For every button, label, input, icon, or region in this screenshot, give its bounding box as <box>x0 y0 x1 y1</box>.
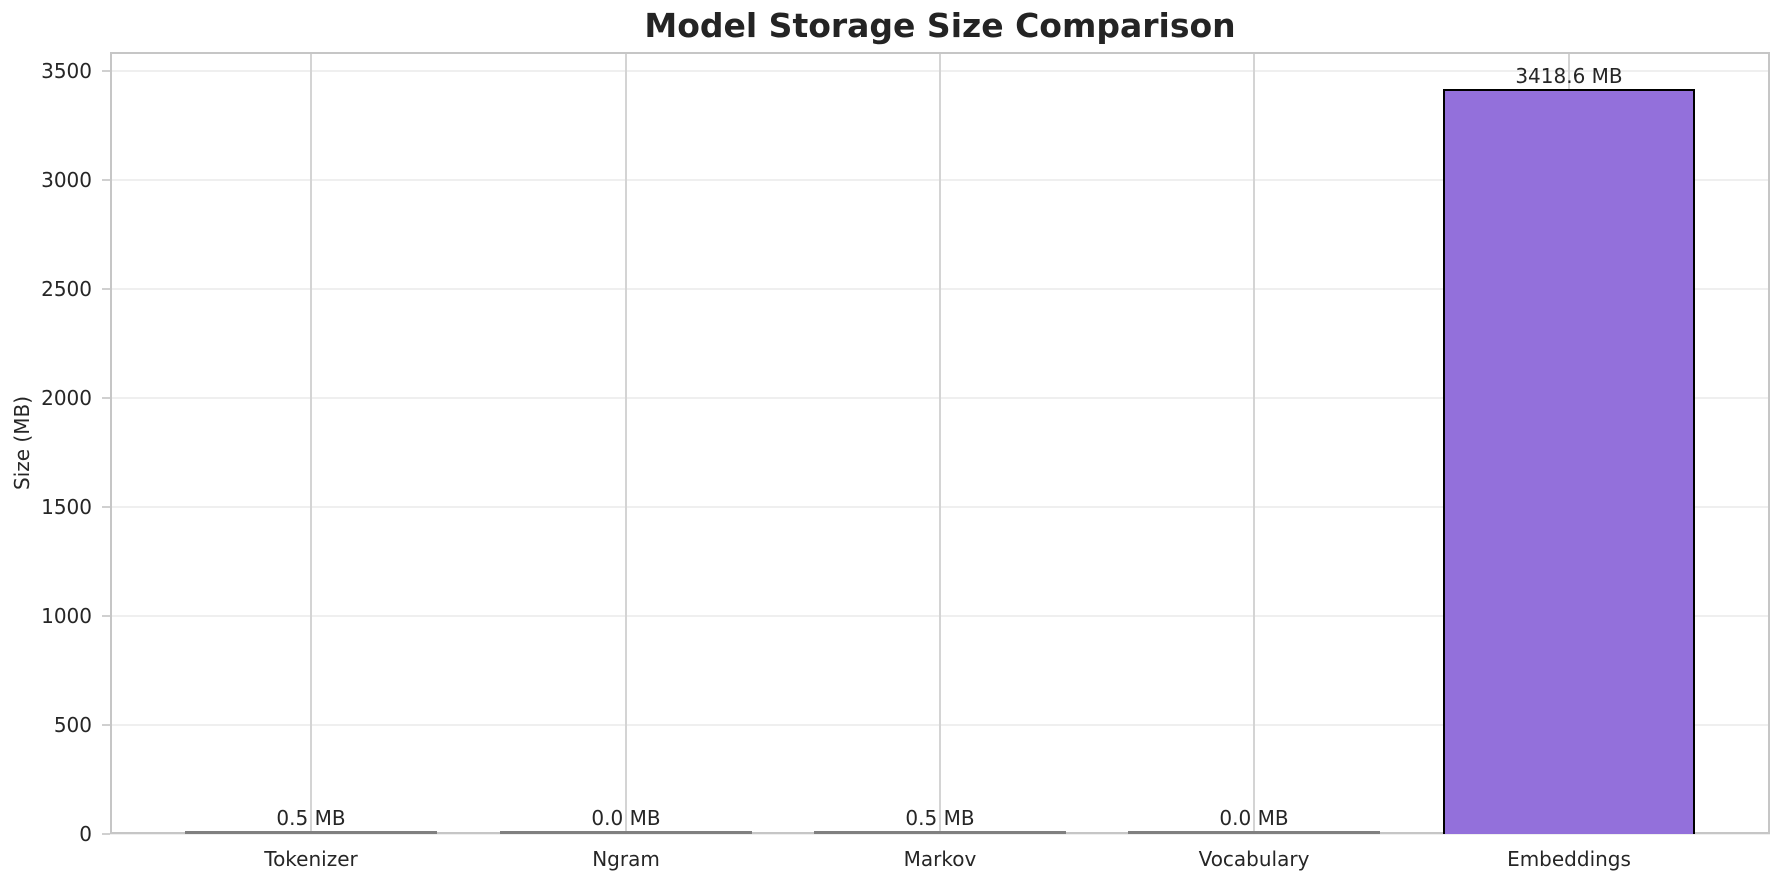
horizontal-gridline <box>110 833 1770 835</box>
y-tick-label: 0 <box>79 822 92 846</box>
y-tick-mark <box>102 288 110 291</box>
bar-value-label: 0.0 MB <box>1219 806 1289 830</box>
y-tick-label: 1000 <box>41 604 92 629</box>
vertical-gridline <box>624 52 627 834</box>
x-tick-label: Ngram <box>592 847 660 871</box>
bar <box>500 831 752 834</box>
y-tick-mark <box>102 833 110 835</box>
chart-title: Model Storage Size Comparison <box>644 6 1236 45</box>
y-tick-label: 1500 <box>41 495 92 520</box>
y-tick-label: 500 <box>53 713 92 738</box>
x-tick-label: Vocabulary <box>1198 847 1310 871</box>
x-tick-label: Markov <box>903 847 977 871</box>
vertical-gridline <box>939 52 941 834</box>
y-tick-label: 2000 <box>41 386 92 411</box>
x-tick-label: Tokenizer <box>264 847 358 871</box>
spine-right <box>1768 52 1770 834</box>
bar-value-label: 3418.6 MB <box>1515 64 1623 88</box>
plot-area <box>110 52 1770 835</box>
bar-value-label: 0.5 MB <box>905 806 975 830</box>
bar <box>185 831 437 834</box>
y-tick-label: 3000 <box>41 168 92 193</box>
y-tick-label: 2500 <box>41 277 92 302</box>
y-tick-mark <box>102 397 110 400</box>
bar <box>1128 831 1380 834</box>
vertical-gridline <box>1253 52 1256 834</box>
y-tick-mark <box>102 615 110 618</box>
bar-value-label: 0.5 MB <box>276 806 346 830</box>
y-tick-mark <box>102 506 110 509</box>
y-tick-mark <box>102 70 110 73</box>
x-tick-label: Embeddings <box>1507 847 1631 871</box>
y-tick-mark <box>102 724 110 727</box>
y-tick-mark <box>102 179 110 182</box>
bar-value-label: 0.0 MB <box>591 806 661 830</box>
vertical-gridline <box>310 52 313 834</box>
spine-left <box>110 52 112 834</box>
bar <box>814 831 1066 834</box>
bar <box>1443 89 1695 834</box>
y-tick-label: 3500 <box>41 59 92 84</box>
spine-top <box>110 52 1770 54</box>
